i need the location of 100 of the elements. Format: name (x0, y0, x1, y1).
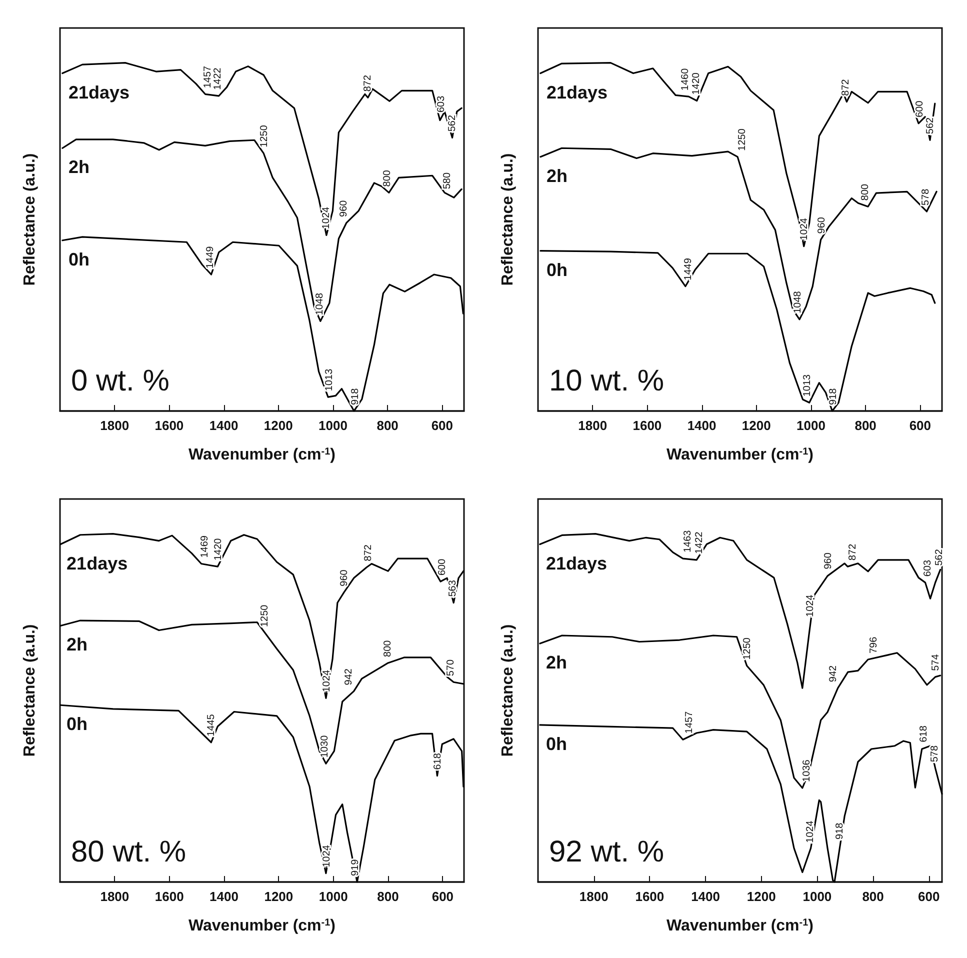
y-axis-title: Reflectance (a.u.) (500, 153, 516, 286)
annotation: 1024 (798, 218, 810, 240)
annotation: 942 (344, 668, 355, 686)
annotation: 872 (847, 543, 858, 561)
annotation: 960 (822, 552, 834, 570)
annotation: 1030 (320, 734, 331, 758)
text: 0 wt. % (71, 364, 170, 398)
x-tick-label: 1400 (209, 418, 238, 433)
y-axis-title: Reflectance (a.u.) (22, 153, 38, 286)
x-tick-label: 1400 (691, 889, 720, 904)
x-tick-label: 1600 (635, 889, 664, 904)
x-tick-label: 1000 (796, 418, 826, 433)
x-tick-label: 1000 (318, 889, 348, 904)
annotation: 1463 (682, 530, 694, 553)
annotation: 872 (362, 74, 374, 92)
x-tick-label: 1200 (742, 418, 771, 433)
annotation: 800 (382, 640, 394, 657)
annotation: 872 (840, 78, 852, 96)
annotation: 796 (868, 636, 880, 654)
x-tick-label: 1200 (746, 889, 776, 904)
series-label: 21days (68, 82, 130, 102)
annotation: 1469 (200, 535, 211, 558)
y-axis-title: Reflectance (a.u.) (22, 624, 38, 757)
x-tick-label: 1200 (264, 889, 294, 904)
annotation: 603 (436, 95, 447, 113)
text: 92 wt. % (549, 836, 664, 868)
x-tick-label: 800 (377, 889, 399, 904)
annotation: 918 (828, 388, 839, 405)
annotation: 960 (338, 200, 350, 217)
x-tick-label: 1000 (318, 418, 348, 433)
x-tick-label: 600 (431, 418, 454, 433)
series-label: 0h (546, 734, 567, 754)
annotation: 1449 (682, 258, 694, 280)
x-tick-label: 600 (918, 889, 940, 904)
annotation: 800 (382, 170, 394, 187)
series-label: 21days (546, 553, 608, 574)
annotation: 1250 (742, 637, 753, 660)
annotation: 562 (447, 114, 458, 132)
annotation: 562 (925, 116, 936, 134)
x-tick-label: 1800 (579, 889, 608, 904)
x-tick-label: 1600 (154, 889, 184, 904)
annotation: 603 (922, 559, 934, 577)
series-label: 0h (68, 249, 90, 270)
series-label: 21days (66, 553, 128, 574)
x-tick-label: 1200 (264, 418, 293, 433)
annotation: 600 (437, 558, 448, 576)
annotation: 960 (338, 569, 350, 586)
text: 80 wt. % (71, 836, 186, 868)
annotation: 1024 (320, 206, 332, 230)
annotation: 1250 (259, 124, 270, 148)
annotation: 1420 (213, 538, 224, 561)
x-tick-label: 1800 (578, 418, 608, 433)
annotation: 918 (350, 388, 361, 405)
series-label: 2h (546, 652, 567, 672)
annotation: 1024 (321, 844, 332, 868)
annotation: 1024 (805, 820, 816, 843)
series-label: 0h (546, 260, 568, 280)
annotation: 1024 (321, 669, 332, 692)
series-label: 2h (66, 634, 88, 655)
annotation: 578 (920, 188, 932, 206)
annotation: 1036 (802, 759, 813, 782)
x-tick-label: 1000 (802, 889, 832, 904)
annotation: 1460 (680, 68, 691, 91)
annotation: 1445 (206, 714, 218, 736)
annotation: 1013 (324, 368, 335, 392)
annotation: 942 (828, 664, 839, 682)
annotation: 1422 (212, 67, 224, 90)
y-axis-title: Reflectance (a.u.) (500, 624, 516, 757)
annotation: 1457 (202, 65, 214, 88)
annotation: 1457 (684, 710, 696, 734)
series-label: 2h (546, 166, 568, 186)
annotation: 574 (930, 654, 942, 671)
x-tick-label: 1400 (210, 889, 238, 904)
annotation: 918 (834, 822, 846, 840)
annotation: 1048 (792, 290, 804, 314)
x-tick-label: 1400 (687, 418, 716, 433)
x-tick-label: 1600 (154, 418, 184, 433)
annotation: 1422 (694, 531, 705, 554)
x-tick-label: 1800 (100, 889, 130, 904)
annotation: 563 (447, 580, 458, 597)
annotation: 919 (350, 858, 361, 876)
annotation: 1013 (802, 374, 813, 397)
annotation: 1250 (737, 128, 748, 151)
x-tick-label: 600 (909, 418, 932, 433)
x-tick-label: 800 (862, 889, 884, 904)
annotation: 1420 (690, 72, 702, 95)
annotation: 960 (816, 216, 828, 234)
annotation: 578 (930, 745, 941, 762)
x-tick-label: 800 (854, 418, 876, 433)
annotation: 1250 (260, 604, 271, 628)
annotation: 600 (914, 100, 926, 118)
annotation: 580 (442, 172, 454, 190)
series-label: 2h (68, 157, 90, 178)
series-label: 0h (66, 714, 88, 734)
x-tick-label: 800 (376, 418, 398, 433)
annotation: 1048 (314, 292, 326, 316)
annotation: 800 (860, 183, 872, 201)
annotation: 618 (918, 725, 930, 742)
annotation: 872 (362, 544, 374, 562)
annotation: 618 (432, 752, 444, 770)
